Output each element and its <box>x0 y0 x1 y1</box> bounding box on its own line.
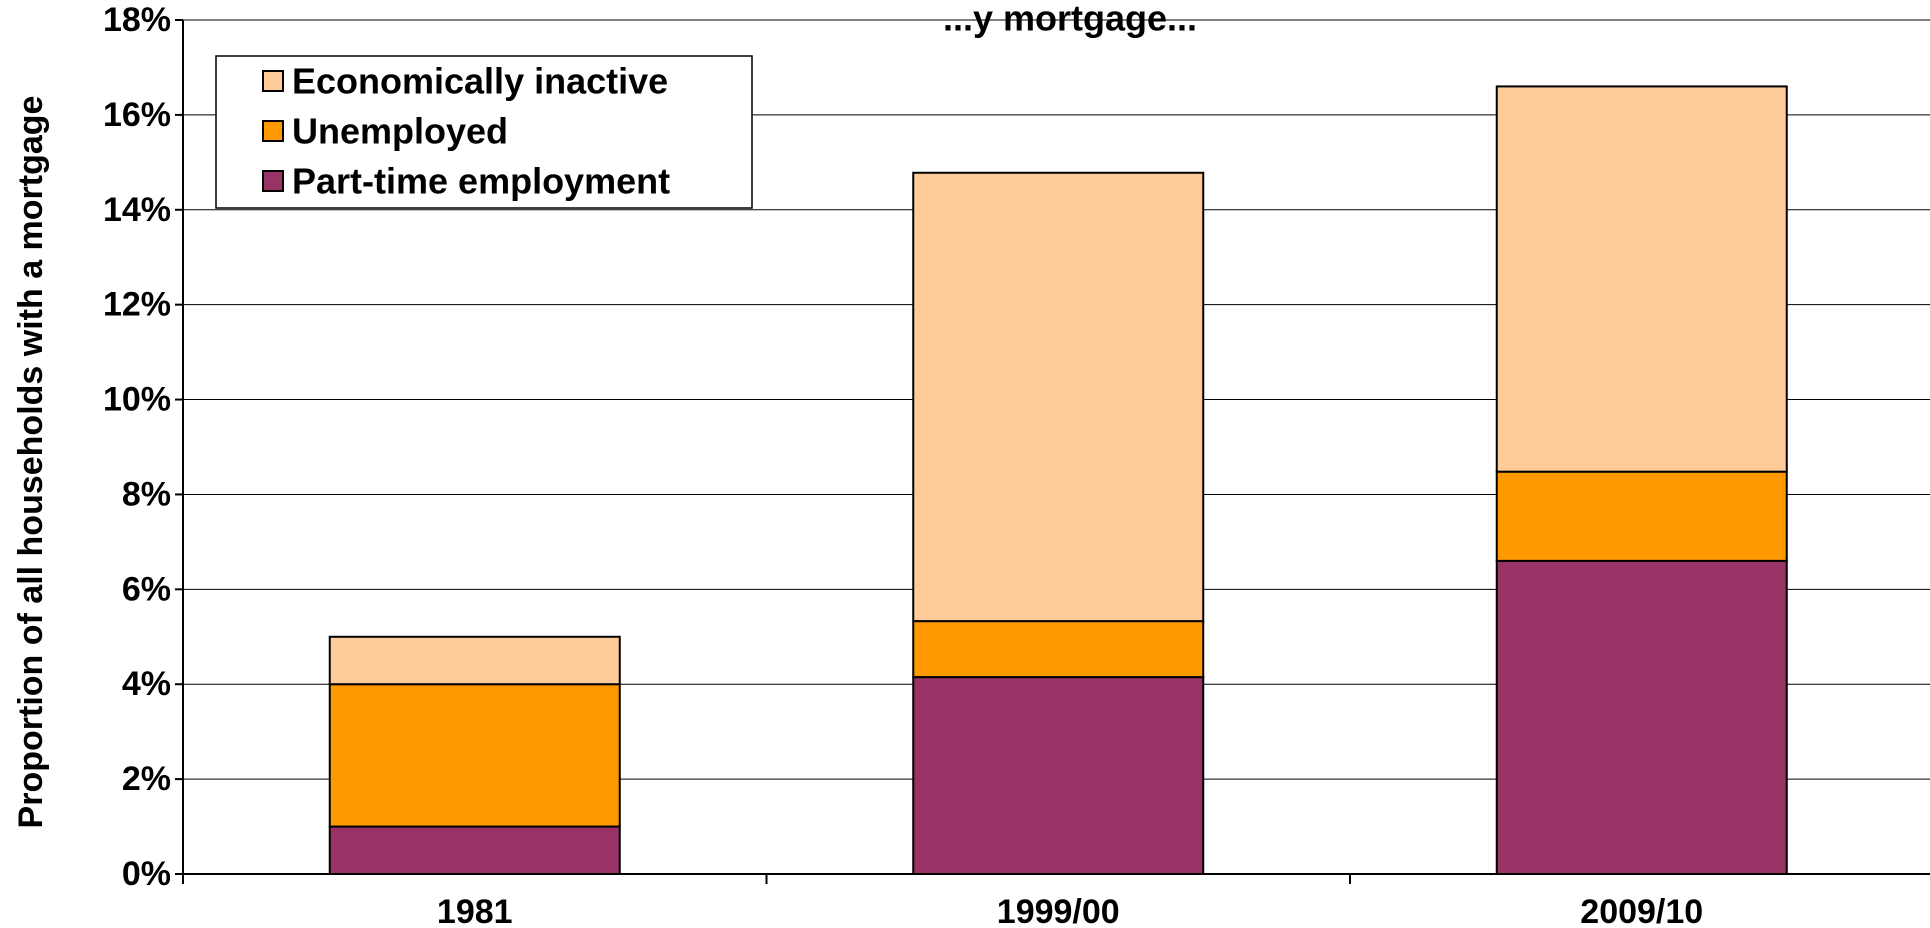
legend-swatch <box>262 120 284 142</box>
y-tick-label: 10% <box>103 381 171 419</box>
bar-segment <box>912 676 1205 875</box>
x-category-label: 1999/00 <box>997 893 1120 928</box>
y-tick-label: 2% <box>122 760 171 798</box>
legend: Economically inactive Unemployed Part-time… <box>215 55 753 209</box>
y-tick-label: 8% <box>122 475 171 513</box>
y-tick-label: 18% <box>103 1 171 39</box>
x-category-label: 1981 <box>437 893 513 928</box>
legend-box <box>215 55 753 209</box>
y-axis-title: Proportion of all households with a mort… <box>12 96 50 829</box>
bar-segment <box>912 171 1205 623</box>
bars <box>328 85 1788 875</box>
bar-segment <box>328 825 621 875</box>
y-tick-label: 0% <box>122 855 171 893</box>
bar-segment <box>1495 85 1788 473</box>
y-tick-label: 14% <box>103 191 171 229</box>
chart-title: ...y mortgage... <box>943 0 1197 38</box>
legend-swatch <box>262 70 284 92</box>
x-axis-category-labels: 1981 1999/00 2009/10 <box>437 893 1703 928</box>
bar-segment <box>1495 470 1788 562</box>
legend-label: Unemployed <box>292 111 508 152</box>
axes <box>175 19 1930 884</box>
y-tick-label: 4% <box>122 665 171 703</box>
legend-label: Part-time employment <box>292 161 670 202</box>
bar-segment <box>1495 559 1788 875</box>
bar-segment <box>328 635 621 686</box>
y-tick-label: 12% <box>103 286 171 324</box>
x-category-label: 2009/10 <box>1580 893 1703 928</box>
bar-segment <box>328 683 621 828</box>
y-tick-label: 16% <box>103 96 171 134</box>
bar-segment <box>912 620 1205 679</box>
legend-swatch <box>262 170 284 192</box>
legend-label: Economically inactive <box>292 61 668 102</box>
y-axis-tick-labels: 0% 2% 4% 6% 8% 10% 12% 14% 16% 18% <box>103 1 171 893</box>
y-tick-label: 6% <box>122 570 171 608</box>
